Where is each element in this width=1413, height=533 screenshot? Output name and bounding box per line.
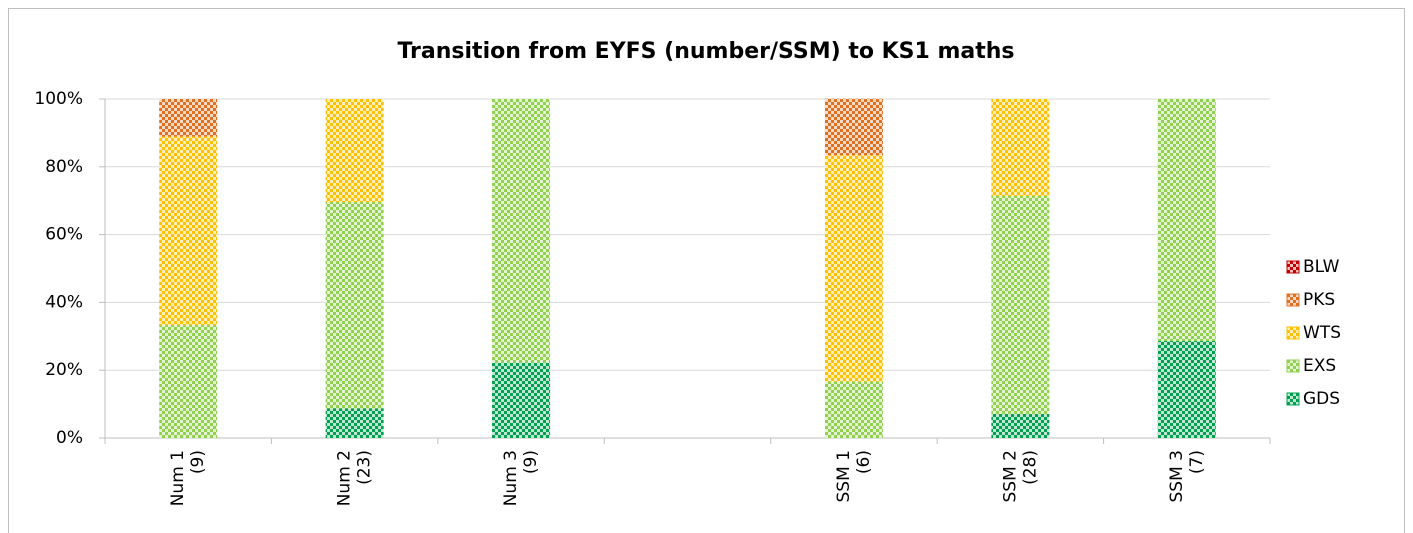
bar-segment xyxy=(824,98,883,156)
bar-segment xyxy=(1157,99,1216,342)
x-tick-label-line: SSM 1 xyxy=(834,450,854,502)
legend-label: EXS xyxy=(1303,356,1336,376)
bar-segment xyxy=(159,325,218,438)
y-tick-label: 20% xyxy=(45,360,83,380)
y-tick-label: 0% xyxy=(56,428,83,448)
x-tick-label-line: SSM 3 xyxy=(1167,450,1187,502)
legend-swatch xyxy=(1286,326,1300,340)
legend-label: BLW xyxy=(1303,257,1340,277)
x-tick-label-line: Num 3 xyxy=(501,450,521,506)
x-tick-label-line: (7) xyxy=(1187,450,1207,474)
bar-segment xyxy=(159,136,218,326)
legend-label: PKS xyxy=(1303,290,1335,310)
bar-segment xyxy=(492,99,551,363)
bar-segment xyxy=(325,99,384,203)
y-tick-label: 100% xyxy=(34,89,83,109)
bar-segment xyxy=(492,362,551,438)
legend-swatch xyxy=(1286,260,1300,274)
y-tick-label: 40% xyxy=(45,292,83,312)
x-tick-label: SSM 1(6) xyxy=(834,450,874,502)
bar-segment xyxy=(824,381,883,438)
legend-swatch xyxy=(1286,359,1300,373)
x-tick-label: Num 1(9) xyxy=(168,450,208,506)
x-tick-label-line: Num 2 xyxy=(335,450,355,506)
bar-segment xyxy=(991,195,1050,414)
y-tick-label: 60% xyxy=(45,225,83,245)
x-tick-label: Num 3(9) xyxy=(501,450,541,506)
bar-segment xyxy=(325,408,384,438)
x-tick-label-line: (6) xyxy=(854,450,874,474)
x-tick-label-line: (9) xyxy=(188,450,208,474)
x-tick-label-line: (9) xyxy=(521,450,541,474)
bar-segment xyxy=(159,99,218,137)
bar-segment xyxy=(991,99,1050,196)
bar-segment xyxy=(824,155,883,382)
x-tick-label-line: SSM 2 xyxy=(1000,450,1020,502)
legend-swatch xyxy=(1286,392,1300,406)
bar-segment xyxy=(325,202,384,409)
x-tick-label-line: Num 1 xyxy=(168,450,188,506)
bar-segment xyxy=(991,413,1050,438)
x-tick-label: SSM 3(7) xyxy=(1167,450,1207,502)
x-tick-label-line: (28) xyxy=(1020,450,1040,485)
chart-title: Transition from EYFS (number/SSM) to KS1… xyxy=(397,39,1014,64)
x-tick-label: SSM 2(28) xyxy=(1000,450,1040,502)
legend-swatch xyxy=(1286,293,1300,307)
y-tick-label: 80% xyxy=(45,157,83,177)
legend-label: GDS xyxy=(1303,389,1340,409)
x-tick-label-line: (23) xyxy=(355,450,375,485)
x-tick-label: Num 2(23) xyxy=(335,450,375,506)
legend-label: WTS xyxy=(1303,323,1341,343)
bar-segment xyxy=(1157,341,1216,438)
